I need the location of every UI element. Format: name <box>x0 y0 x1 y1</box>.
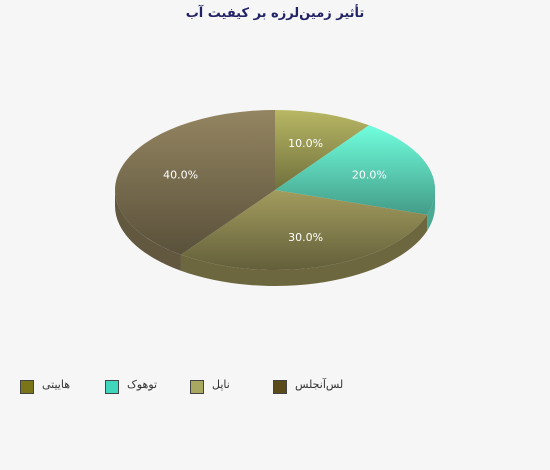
legend-swatch <box>273 380 287 394</box>
legend-label: توهوک <box>127 378 158 391</box>
pie-slice[interactable] <box>275 125 435 215</box>
slice-data-label: 10.0% <box>288 137 323 150</box>
slice-data-label: 20.0% <box>352 169 387 182</box>
legend-swatch <box>20 380 34 394</box>
legend-item-naples[interactable]: ناپل <box>190 378 270 398</box>
legend-label: هاییتی <box>42 378 71 391</box>
slice-data-label: 30.0% <box>288 231 323 244</box>
pie-slice-side <box>115 190 181 271</box>
legend-item-tohoku[interactable]: توهوک <box>105 378 195 398</box>
pie-slice-side <box>180 214 428 286</box>
legend-swatch <box>105 380 119 394</box>
legend-label: لس‌آنجلس <box>295 378 344 391</box>
pie-slice[interactable] <box>180 190 428 270</box>
pie-slice[interactable] <box>115 110 275 255</box>
legend-item-haiti[interactable]: هاییتی <box>20 378 110 398</box>
legend-label: ناپل <box>212 378 230 391</box>
legend-swatch <box>190 380 204 394</box>
pie-slice-side <box>427 190 435 231</box>
legend-item-los-angeles[interactable]: لس‌آنجلس <box>273 378 373 398</box>
slice-data-label: 40.0% <box>163 169 198 182</box>
pie-slice[interactable] <box>275 110 370 190</box>
chart-title: تأثیر زمین‌لرزه بر کیفیت آب <box>185 6 365 21</box>
